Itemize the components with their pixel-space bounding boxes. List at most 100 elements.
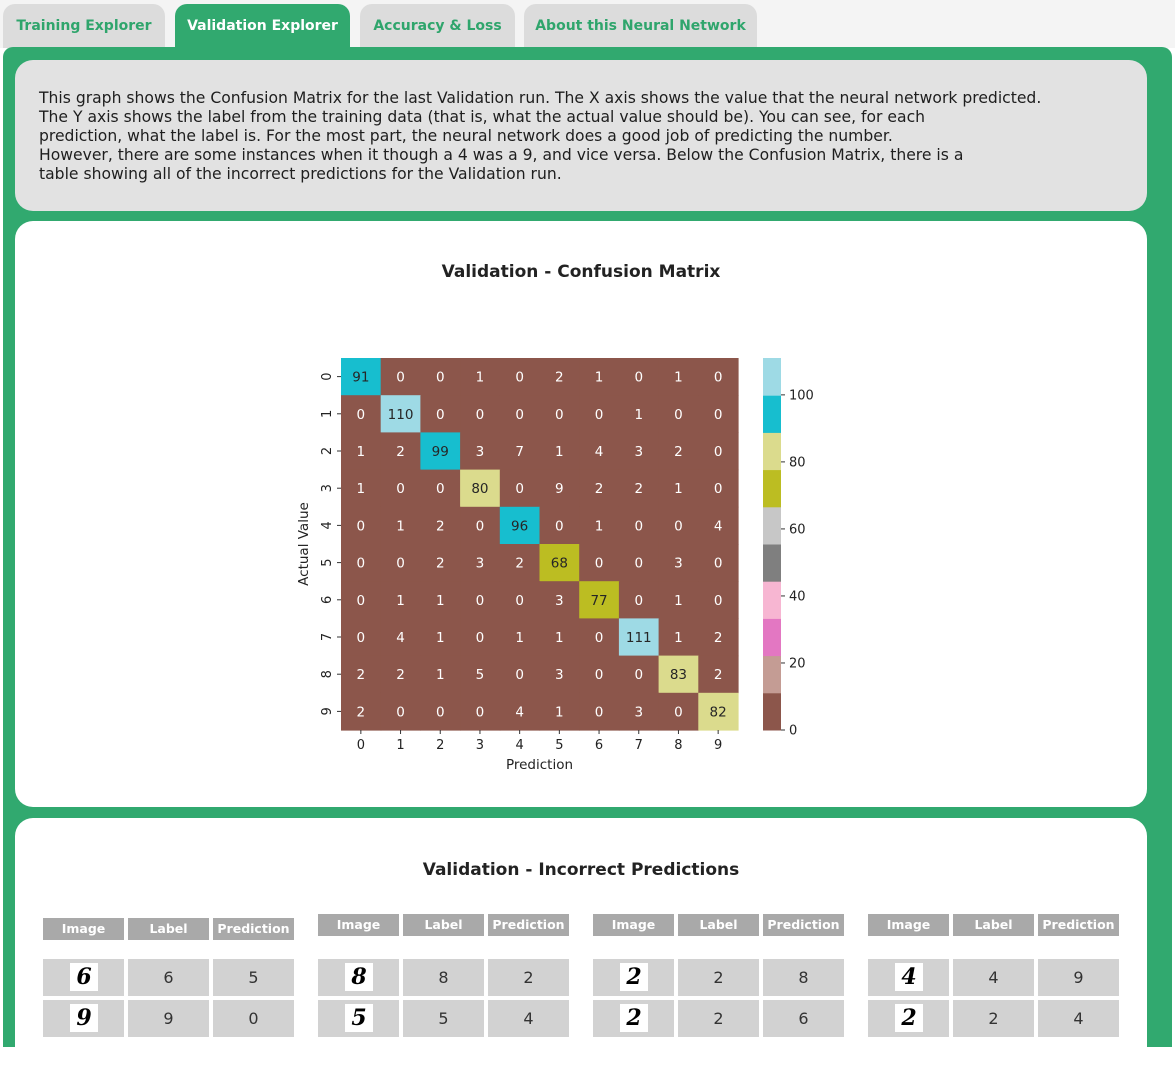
heatmap-cell xyxy=(420,469,461,508)
cell-value-label: 0 xyxy=(436,370,445,386)
prediction-cell: 9 xyxy=(1038,959,1119,996)
heatmap-cell xyxy=(341,581,382,619)
heatmap-cell xyxy=(618,395,660,433)
heatmap-cell xyxy=(341,506,382,545)
cell-value-label: 3 xyxy=(555,593,564,609)
heatmap-cell xyxy=(539,655,580,694)
heatmap-cell xyxy=(618,655,660,694)
prediction-cell: 4 xyxy=(1038,1000,1119,1037)
cell-value-label: 7 xyxy=(515,444,524,460)
cell-value-label: 0 xyxy=(396,556,405,572)
colorbar-segment xyxy=(763,432,781,471)
cell-value-label: 2 xyxy=(674,444,683,460)
description-line: However, there are some instances when i… xyxy=(39,146,964,164)
label-column-header: Label xyxy=(128,918,209,940)
prediction-column-header: Prediction xyxy=(1038,914,1119,936)
heatmap-cell xyxy=(420,544,461,582)
image-cell: 6 xyxy=(43,959,124,996)
heatmap-cell xyxy=(380,395,421,433)
label-column-header: Label xyxy=(678,914,759,936)
heatmap-cell xyxy=(539,358,580,396)
cell-value-label: 2 xyxy=(396,667,405,683)
y-tick-label: 4 xyxy=(320,521,335,529)
cell-value-label: 1 xyxy=(595,518,604,534)
cell-value-label: 2 xyxy=(595,481,604,497)
cell-value-label: 0 xyxy=(357,593,366,609)
heatmap-cell xyxy=(698,469,739,508)
heatmap-cell xyxy=(579,692,620,731)
cell-value-label: 1 xyxy=(634,407,643,423)
cell-value-label: 0 xyxy=(595,630,604,646)
colorbar-tick-label: 80 xyxy=(789,455,806,470)
cell-value-label: 0 xyxy=(476,518,485,534)
heatmap-cell xyxy=(618,358,660,396)
colorbar-segment xyxy=(763,544,781,582)
heatmap-cell xyxy=(579,506,620,545)
heatmap-cell xyxy=(539,692,580,731)
cell-value-label: 2 xyxy=(396,444,405,460)
cell-value-label: 2 xyxy=(436,556,445,572)
cell-value-label: 0 xyxy=(555,407,564,423)
image-column-header: Image xyxy=(593,914,674,936)
cell-value-label: 0 xyxy=(634,667,643,683)
cell-value-label: 0 xyxy=(595,667,604,683)
heatmap-cell xyxy=(380,692,421,731)
cell-value-label: 0 xyxy=(714,481,723,497)
incorrect-predictions-title: Validation - Incorrect Predictions xyxy=(422,860,740,880)
prediction-column-header: Prediction xyxy=(213,918,294,940)
cell-value-label: 2 xyxy=(357,704,366,720)
cell-value-label: 1 xyxy=(555,630,564,646)
colorbar-segment xyxy=(763,692,781,731)
digit-5-image: 5 xyxy=(345,1004,373,1032)
prediction-cell: 4 xyxy=(488,1000,569,1037)
heatmap-cell xyxy=(380,544,421,582)
cell-value-label: 0 xyxy=(476,407,485,423)
digit-2-image: 2 xyxy=(620,1004,648,1032)
heatmap-cell xyxy=(579,544,620,582)
heatmap-cell xyxy=(539,544,580,582)
y-tick-label: 0 xyxy=(320,372,335,380)
cell-value-label: 0 xyxy=(396,481,405,497)
tab-about-network[interactable]: About this Neural Network xyxy=(524,4,757,48)
heatmap-cell xyxy=(698,655,739,694)
cell-value-label: 0 xyxy=(714,407,723,423)
cell-value-label: 1 xyxy=(555,704,564,720)
cell-value-label: 0 xyxy=(714,593,723,609)
cell-value-label: 4 xyxy=(595,444,604,460)
cell-value-label: 2 xyxy=(436,518,445,534)
heatmap-cell xyxy=(341,358,382,396)
heatmap-cell xyxy=(460,581,501,619)
label-cell: 9 xyxy=(128,1000,209,1037)
tab-training-explorer[interactable]: Training Explorer xyxy=(3,4,165,48)
colorbar-segment xyxy=(763,618,781,657)
y-tick-label: 5 xyxy=(320,558,335,566)
cell-value-label: 0 xyxy=(476,593,485,609)
heatmap-cell xyxy=(618,506,660,545)
image-column-header: Image xyxy=(318,914,399,936)
label-cell: 6 xyxy=(128,959,209,996)
digit-glyph: 5 xyxy=(351,1005,367,1031)
digit-4-image: 4 xyxy=(895,963,923,991)
heatmap-cell xyxy=(420,432,461,471)
cell-value-label: 0 xyxy=(515,667,524,683)
tab-validation-explorer[interactable]: Validation Explorer xyxy=(175,4,350,48)
description-line: table showing all of the incorrect predi… xyxy=(39,165,562,183)
x-tick-label: 5 xyxy=(555,738,563,753)
cell-value-label: 1 xyxy=(357,481,366,497)
image-column-header: Image xyxy=(43,918,124,940)
tab-accuracy-loss[interactable]: Accuracy & Loss xyxy=(360,4,515,48)
heatmap-cell xyxy=(499,655,541,694)
heatmap-cell xyxy=(380,618,421,657)
heatmap-cell xyxy=(499,506,541,545)
cell-value-label: 1 xyxy=(674,630,683,646)
heatmap-cell xyxy=(698,358,739,396)
heatmap-cell xyxy=(618,618,660,657)
heatmap-cell xyxy=(658,692,699,731)
x-tick-label: 8 xyxy=(674,738,682,753)
colorbar-segment xyxy=(763,581,781,619)
cell-value-label: 0 xyxy=(595,407,604,423)
heatmap-cell xyxy=(618,432,660,471)
cell-value-label: 82 xyxy=(710,704,727,720)
cell-value-label: 3 xyxy=(674,556,683,572)
image-cell: 4 xyxy=(868,959,949,996)
